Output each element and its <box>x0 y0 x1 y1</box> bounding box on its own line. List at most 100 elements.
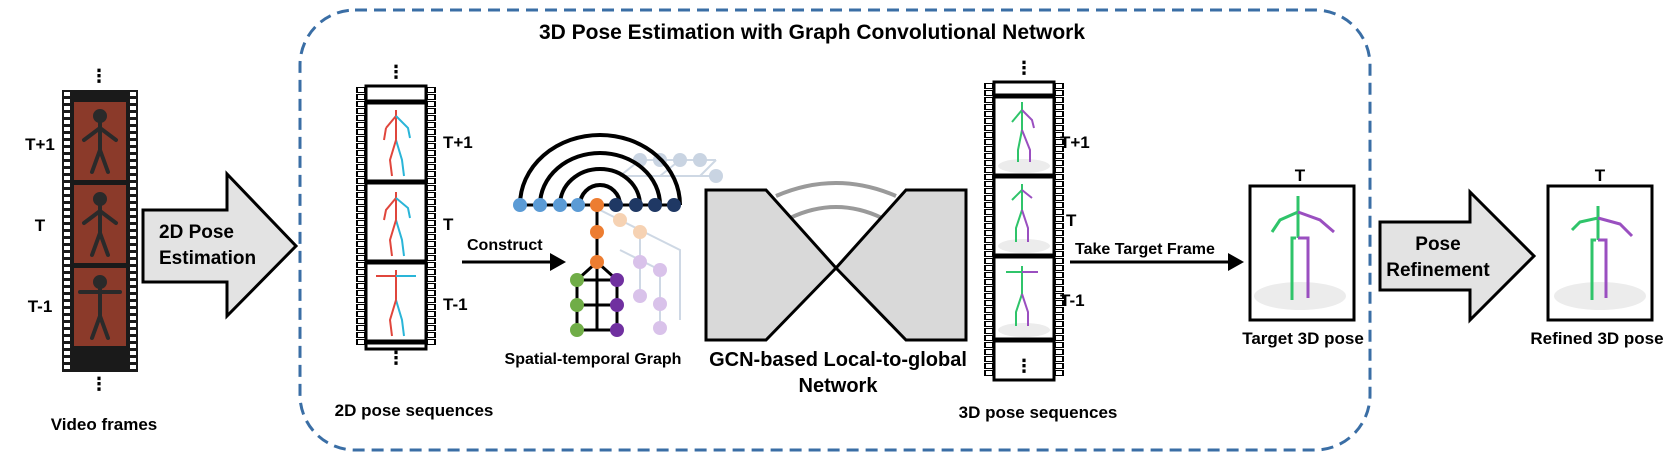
film-hole <box>986 140 992 144</box>
film-hole <box>130 323 136 327</box>
film-hole <box>64 344 70 348</box>
film-hole <box>986 287 992 291</box>
film-hole <box>986 147 992 151</box>
film-hole <box>986 343 992 347</box>
film-hole <box>986 238 992 242</box>
pose3d-label-t-plus-1: T+1 <box>1060 133 1090 152</box>
film-hole <box>428 179 434 183</box>
pose-refinement-label-1: Pose <box>1415 234 1460 255</box>
video-dots-bottom: ⋮ <box>90 374 108 394</box>
film-hole <box>64 260 70 264</box>
film-hole <box>428 242 434 246</box>
film-hole <box>428 102 434 106</box>
pose3d-label-t: T <box>1066 211 1077 230</box>
film-hole <box>1056 182 1062 186</box>
film-hole <box>130 106 136 110</box>
target-caption: Target 3D pose <box>1242 329 1364 348</box>
film-hole <box>64 316 70 320</box>
pose2d-dots-bottom: ⋮ <box>387 348 405 368</box>
film-hole <box>358 242 364 246</box>
film-hole <box>1056 266 1062 270</box>
pose2d-skeleton-t <box>383 192 411 257</box>
film-hole <box>130 183 136 187</box>
film-hole <box>1056 189 1062 193</box>
film-hole <box>986 308 992 312</box>
film-hole <box>986 266 992 270</box>
film-hole <box>358 284 364 288</box>
pose3d-film-strip <box>984 80 1064 382</box>
construct-label: Construct <box>467 237 543 254</box>
film-hole <box>428 207 434 211</box>
film-hole <box>64 323 70 327</box>
film-hole <box>428 123 434 127</box>
film-hole <box>428 333 434 337</box>
film-hole <box>130 351 136 355</box>
pose3d-skeleton-t <box>1011 184 1033 242</box>
graph-caption: Spatial-temporal Graph <box>505 351 682 368</box>
pose-estimation-label-1: 2D Pose <box>159 222 234 243</box>
film-hole <box>1056 98 1062 102</box>
film-hole <box>64 190 70 194</box>
film-hole <box>130 225 136 229</box>
film-hole <box>428 95 434 99</box>
pose2d-label-t-minus-1: T-1 <box>443 295 468 314</box>
film-hole <box>64 141 70 145</box>
film-hole <box>986 322 992 326</box>
pose3d-skeleton-t-minus-1 <box>1006 266 1038 326</box>
film-hole <box>358 95 364 99</box>
construct-arrow-head <box>550 253 566 271</box>
refined-3d-skeleton <box>1570 206 1634 300</box>
film-hole <box>358 179 364 183</box>
film-hole <box>428 340 434 344</box>
pose2d-dots-top: ⋮ <box>387 62 405 82</box>
film-hole <box>1056 161 1062 165</box>
film-hole <box>64 246 70 250</box>
film-hole <box>428 151 434 155</box>
film-hole <box>64 232 70 236</box>
film-hole <box>1056 147 1062 151</box>
film-hole <box>358 319 364 323</box>
film-hole <box>130 295 136 299</box>
film-hole <box>1056 210 1062 214</box>
film-hole <box>64 113 70 117</box>
film-hole <box>986 112 992 116</box>
video-dots-top: ⋮ <box>90 66 108 86</box>
film-hole <box>358 102 364 106</box>
film-hole <box>1056 357 1062 361</box>
target-top-label: T <box>1295 166 1306 185</box>
film-hole <box>64 225 70 229</box>
pose3d-dots-bottom: ⋮ <box>1015 356 1033 376</box>
spatial-temporal-graph <box>513 133 723 337</box>
film-hole <box>64 295 70 299</box>
film-hole <box>1056 196 1062 200</box>
film-hole <box>130 197 136 201</box>
film-hole <box>428 298 434 302</box>
film-hole <box>358 186 364 190</box>
pose2d-skeleton-t-minus-1 <box>376 270 416 337</box>
film-hole <box>428 291 434 295</box>
film-hole <box>64 176 70 180</box>
film-hole <box>64 358 70 362</box>
film-hole <box>1056 322 1062 326</box>
film-hole <box>358 333 364 337</box>
film-hole <box>358 221 364 225</box>
film-hole <box>130 127 136 131</box>
film-hole <box>130 162 136 166</box>
film-hole <box>358 151 364 155</box>
film-hole <box>64 274 70 278</box>
film-hole <box>986 280 992 284</box>
film-hole <box>1056 140 1062 144</box>
film-hole <box>130 344 136 348</box>
film-hole <box>358 214 364 218</box>
film-hole <box>130 204 136 208</box>
film-hole <box>428 214 434 218</box>
film-hole <box>1056 280 1062 284</box>
film-hole <box>986 182 992 186</box>
film-hole <box>130 316 136 320</box>
film-hole <box>130 330 136 334</box>
film-hole <box>986 126 992 130</box>
film-hole <box>986 259 992 263</box>
film-hole <box>1056 91 1062 95</box>
film-hole <box>130 288 136 292</box>
film-hole <box>358 312 364 316</box>
